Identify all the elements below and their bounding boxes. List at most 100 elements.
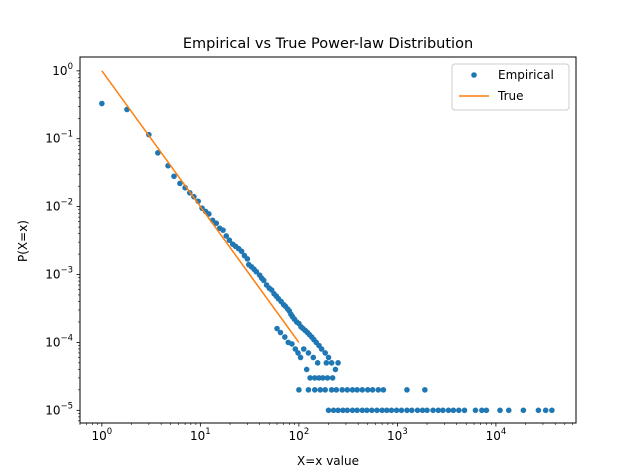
y-tick-label: 10−3 — [45, 266, 73, 282]
empirical-point — [277, 329, 284, 336]
empirical-point — [320, 375, 326, 381]
legend-label-empirical: Empirical — [498, 68, 554, 82]
empirical-point — [404, 407, 410, 414]
empirical-point — [328, 387, 335, 393]
y-tick-label: 100 — [52, 62, 73, 78]
empirical-point — [295, 350, 301, 356]
x-tick-label: 100 — [92, 427, 113, 443]
empirical-point — [335, 407, 341, 414]
empirical-point — [409, 407, 415, 414]
empirical-point — [322, 387, 329, 393]
empirical-point — [177, 180, 183, 187]
x-tick-label: 102 — [289, 427, 310, 443]
x-tick-label: 103 — [387, 427, 408, 443]
empirical-point — [393, 407, 400, 414]
empirical-point — [300, 346, 307, 352]
empirical-point — [332, 366, 339, 373]
plot-frame — [79, 56, 577, 424]
empirical-point — [505, 407, 512, 414]
empirical-point — [445, 407, 452, 414]
x-tick-label: 101 — [190, 427, 211, 443]
true-line — [101, 70, 300, 343]
empirical-point — [99, 100, 105, 107]
legend-marker-empirical — [471, 72, 477, 78]
empirical-point — [322, 350, 329, 356]
empirical-point — [414, 407, 421, 414]
empirical-point — [333, 387, 340, 393]
empirical-point — [297, 354, 304, 361]
empirical-point — [329, 375, 336, 381]
legend-box — [451, 63, 570, 111]
empirical-point — [349, 407, 356, 414]
empirical-point — [316, 375, 322, 381]
empirical-point — [520, 407, 527, 414]
empirical-point — [296, 387, 302, 393]
legend: Empirical True — [451, 63, 570, 111]
empirical-point — [282, 334, 288, 340]
empirical-point — [419, 407, 426, 414]
empirical-point — [307, 375, 313, 381]
empirical-point — [549, 407, 555, 414]
y-axis-title: P(X=x) — [16, 220, 30, 262]
empirical-point — [220, 227, 226, 233]
empirical-point — [328, 360, 335, 366]
empirical-point — [422, 387, 428, 393]
empirical-point — [340, 407, 346, 414]
empirical-point — [155, 150, 161, 156]
y-tick-label: 10−5 — [45, 401, 73, 417]
empirical-point — [310, 354, 317, 361]
empirical-point — [344, 407, 351, 414]
legend-label-true: True — [497, 89, 524, 103]
empirical-point — [430, 407, 436, 414]
empirical-point — [303, 366, 310, 373]
x-tick-label: 104 — [486, 427, 507, 443]
axis-ticks: 100 101 102 103 104 10−5 10−4 10−3 10−2 10−1 100 — [45, 62, 573, 443]
empirical-point — [359, 407, 366, 414]
empirical-point — [260, 277, 267, 284]
empirical-point — [375, 387, 382, 393]
empirical-point — [349, 387, 356, 393]
empirical-point — [274, 325, 280, 332]
empirical-point — [461, 407, 468, 414]
empirical-point — [483, 407, 490, 414]
empirical-point — [289, 341, 295, 347]
empirical-point — [456, 407, 462, 414]
empirical-point — [388, 407, 395, 414]
empirical-point — [479, 407, 485, 414]
data-marks — [99, 70, 555, 414]
empirical-point — [374, 407, 380, 414]
empirical-point — [344, 387, 351, 393]
y-tick-label: 10−4 — [45, 333, 73, 349]
empirical-point — [325, 407, 332, 414]
empirical-point — [226, 237, 233, 244]
plot-area: 100 101 102 103 104 10−5 10−4 10−3 10−2 10−1 100 — [45, 56, 577, 443]
empirical-point — [359, 387, 366, 393]
empirical-point — [330, 407, 337, 414]
empirical-point — [244, 256, 251, 262]
empirical-point — [354, 387, 360, 393]
empirical-point — [305, 350, 312, 356]
empirical-point — [398, 407, 405, 414]
empirical-point — [364, 387, 371, 393]
empirical-point — [472, 407, 479, 414]
empirical-point — [314, 360, 321, 366]
empirical-point — [318, 346, 325, 352]
empirical-point — [497, 407, 503, 414]
empirical-point — [325, 354, 332, 361]
empirical-point — [223, 233, 230, 239]
empirical-point — [542, 407, 549, 414]
chart-title: Empirical vs True Power-law Distribution — [183, 36, 473, 52]
empirical-point — [435, 407, 442, 414]
empirical-point — [238, 248, 245, 255]
empirical-point — [535, 407, 542, 414]
empirical-point — [440, 407, 446, 414]
empirical-point — [317, 387, 324, 393]
y-tick-label: 10−2 — [45, 198, 73, 214]
empirical-point — [380, 387, 387, 393]
y-tick-label: 10−1 — [45, 130, 73, 146]
empirical-point — [323, 360, 330, 366]
plot-background — [80, 57, 576, 423]
empirical-point — [379, 407, 385, 414]
